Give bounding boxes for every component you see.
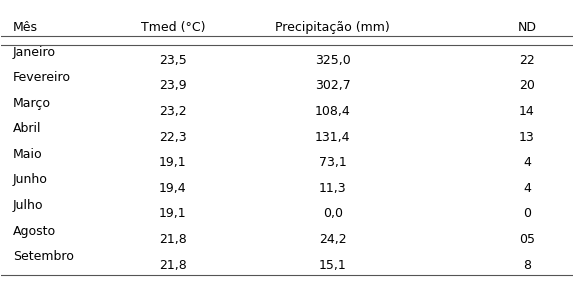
Text: 21,8: 21,8: [159, 259, 187, 272]
Text: 23,2: 23,2: [159, 105, 187, 118]
Text: Precipitação (mm): Precipitação (mm): [276, 21, 390, 34]
Text: 11,3: 11,3: [319, 182, 347, 195]
Text: 73,1: 73,1: [319, 156, 347, 169]
Text: 325,0: 325,0: [315, 54, 351, 67]
Text: Agosto: Agosto: [13, 225, 56, 238]
Text: 22: 22: [519, 54, 535, 67]
Text: 131,4: 131,4: [315, 131, 351, 144]
Text: 108,4: 108,4: [315, 105, 351, 118]
Text: 19,1: 19,1: [159, 156, 187, 169]
Text: 21,8: 21,8: [159, 233, 187, 246]
Text: ND: ND: [517, 21, 537, 34]
Text: 0,0: 0,0: [323, 207, 343, 220]
Text: 302,7: 302,7: [315, 79, 351, 92]
Text: 13: 13: [519, 131, 535, 144]
Text: 19,1: 19,1: [159, 207, 187, 220]
Text: 4: 4: [523, 182, 531, 195]
Text: Setembro: Setembro: [13, 250, 73, 263]
Text: Abril: Abril: [13, 122, 41, 135]
Text: 24,2: 24,2: [319, 233, 347, 246]
Text: 05: 05: [519, 233, 535, 246]
Text: 14: 14: [519, 105, 535, 118]
Text: Mês: Mês: [13, 21, 38, 34]
Text: 0: 0: [523, 207, 531, 220]
Text: 4: 4: [523, 156, 531, 169]
Text: 23,5: 23,5: [159, 54, 187, 67]
Text: 15,1: 15,1: [319, 259, 347, 272]
Text: Julho: Julho: [13, 199, 43, 212]
Text: 22,3: 22,3: [159, 131, 187, 144]
Text: 23,9: 23,9: [159, 79, 187, 92]
Text: 19,4: 19,4: [159, 182, 187, 195]
Text: Tmed (°C): Tmed (°C): [141, 21, 205, 34]
Text: 8: 8: [523, 259, 531, 272]
Text: 20: 20: [519, 79, 535, 92]
Text: Fevereiro: Fevereiro: [13, 71, 71, 84]
Text: Janeiro: Janeiro: [13, 45, 56, 58]
Text: Junho: Junho: [13, 173, 48, 186]
Text: Março: Março: [13, 97, 51, 110]
Text: Maio: Maio: [13, 148, 42, 161]
